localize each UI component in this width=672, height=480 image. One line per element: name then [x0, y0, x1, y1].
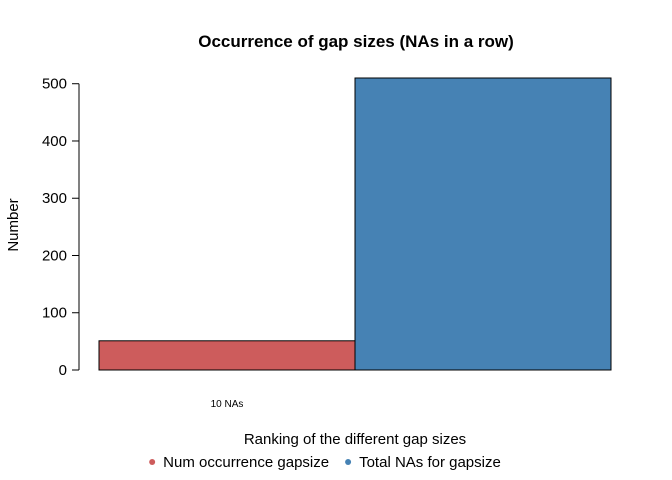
y-tick-label: 400 [42, 133, 67, 150]
legend-marker [149, 459, 156, 465]
y-tick-label: 500 [42, 76, 67, 93]
legend: Num occurrence gapsize Total NAs for gaps… [149, 454, 501, 471]
y-tick-label: 200 [42, 247, 67, 264]
y-tick-label: 100 [42, 305, 67, 322]
x-axis-label: Ranking of the different gap sizes [244, 431, 466, 448]
y-axis: 0 100 200 300 400 500 [42, 76, 80, 379]
bars-group [98, 77, 612, 371]
category-labels: 10 NAs [211, 399, 244, 410]
legend-item-label: Total NAs for gapsize [359, 454, 501, 471]
legend-marker [345, 459, 352, 465]
bar-total-nas-for-gapsize [354, 77, 612, 371]
bar-num-occurrence-gapsize [98, 340, 356, 371]
y-tick-label: 0 [59, 362, 67, 379]
chart-title: Occurrence of gap sizes (NAs in a row) [198, 32, 514, 51]
x-category-label: 10 NAs [211, 399, 244, 410]
legend-item-label: Num occurrence gapsize [163, 454, 329, 471]
y-axis-label: Number [5, 198, 22, 251]
y-tick-label: 300 [42, 190, 67, 207]
